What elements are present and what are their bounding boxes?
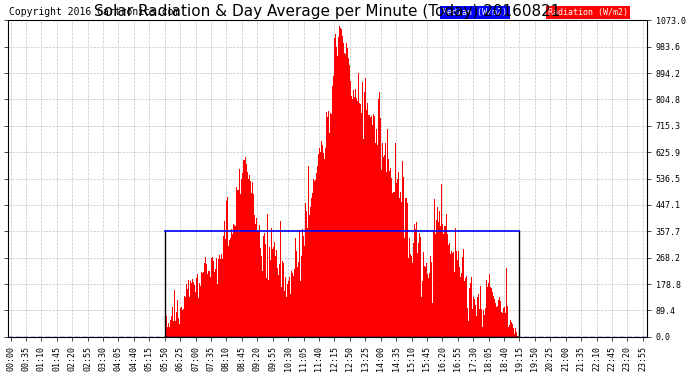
Text: Radiation (W/m2): Radiation (W/m2) xyxy=(548,8,628,17)
Title: Solar Radiation & Day Average per Minute (Today) 20160821: Solar Radiation & Day Average per Minute… xyxy=(95,4,561,19)
Text: Median (W/m2): Median (W/m2) xyxy=(442,8,507,17)
Text: Copyright 2016 Cartronics.com: Copyright 2016 Cartronics.com xyxy=(9,7,179,17)
